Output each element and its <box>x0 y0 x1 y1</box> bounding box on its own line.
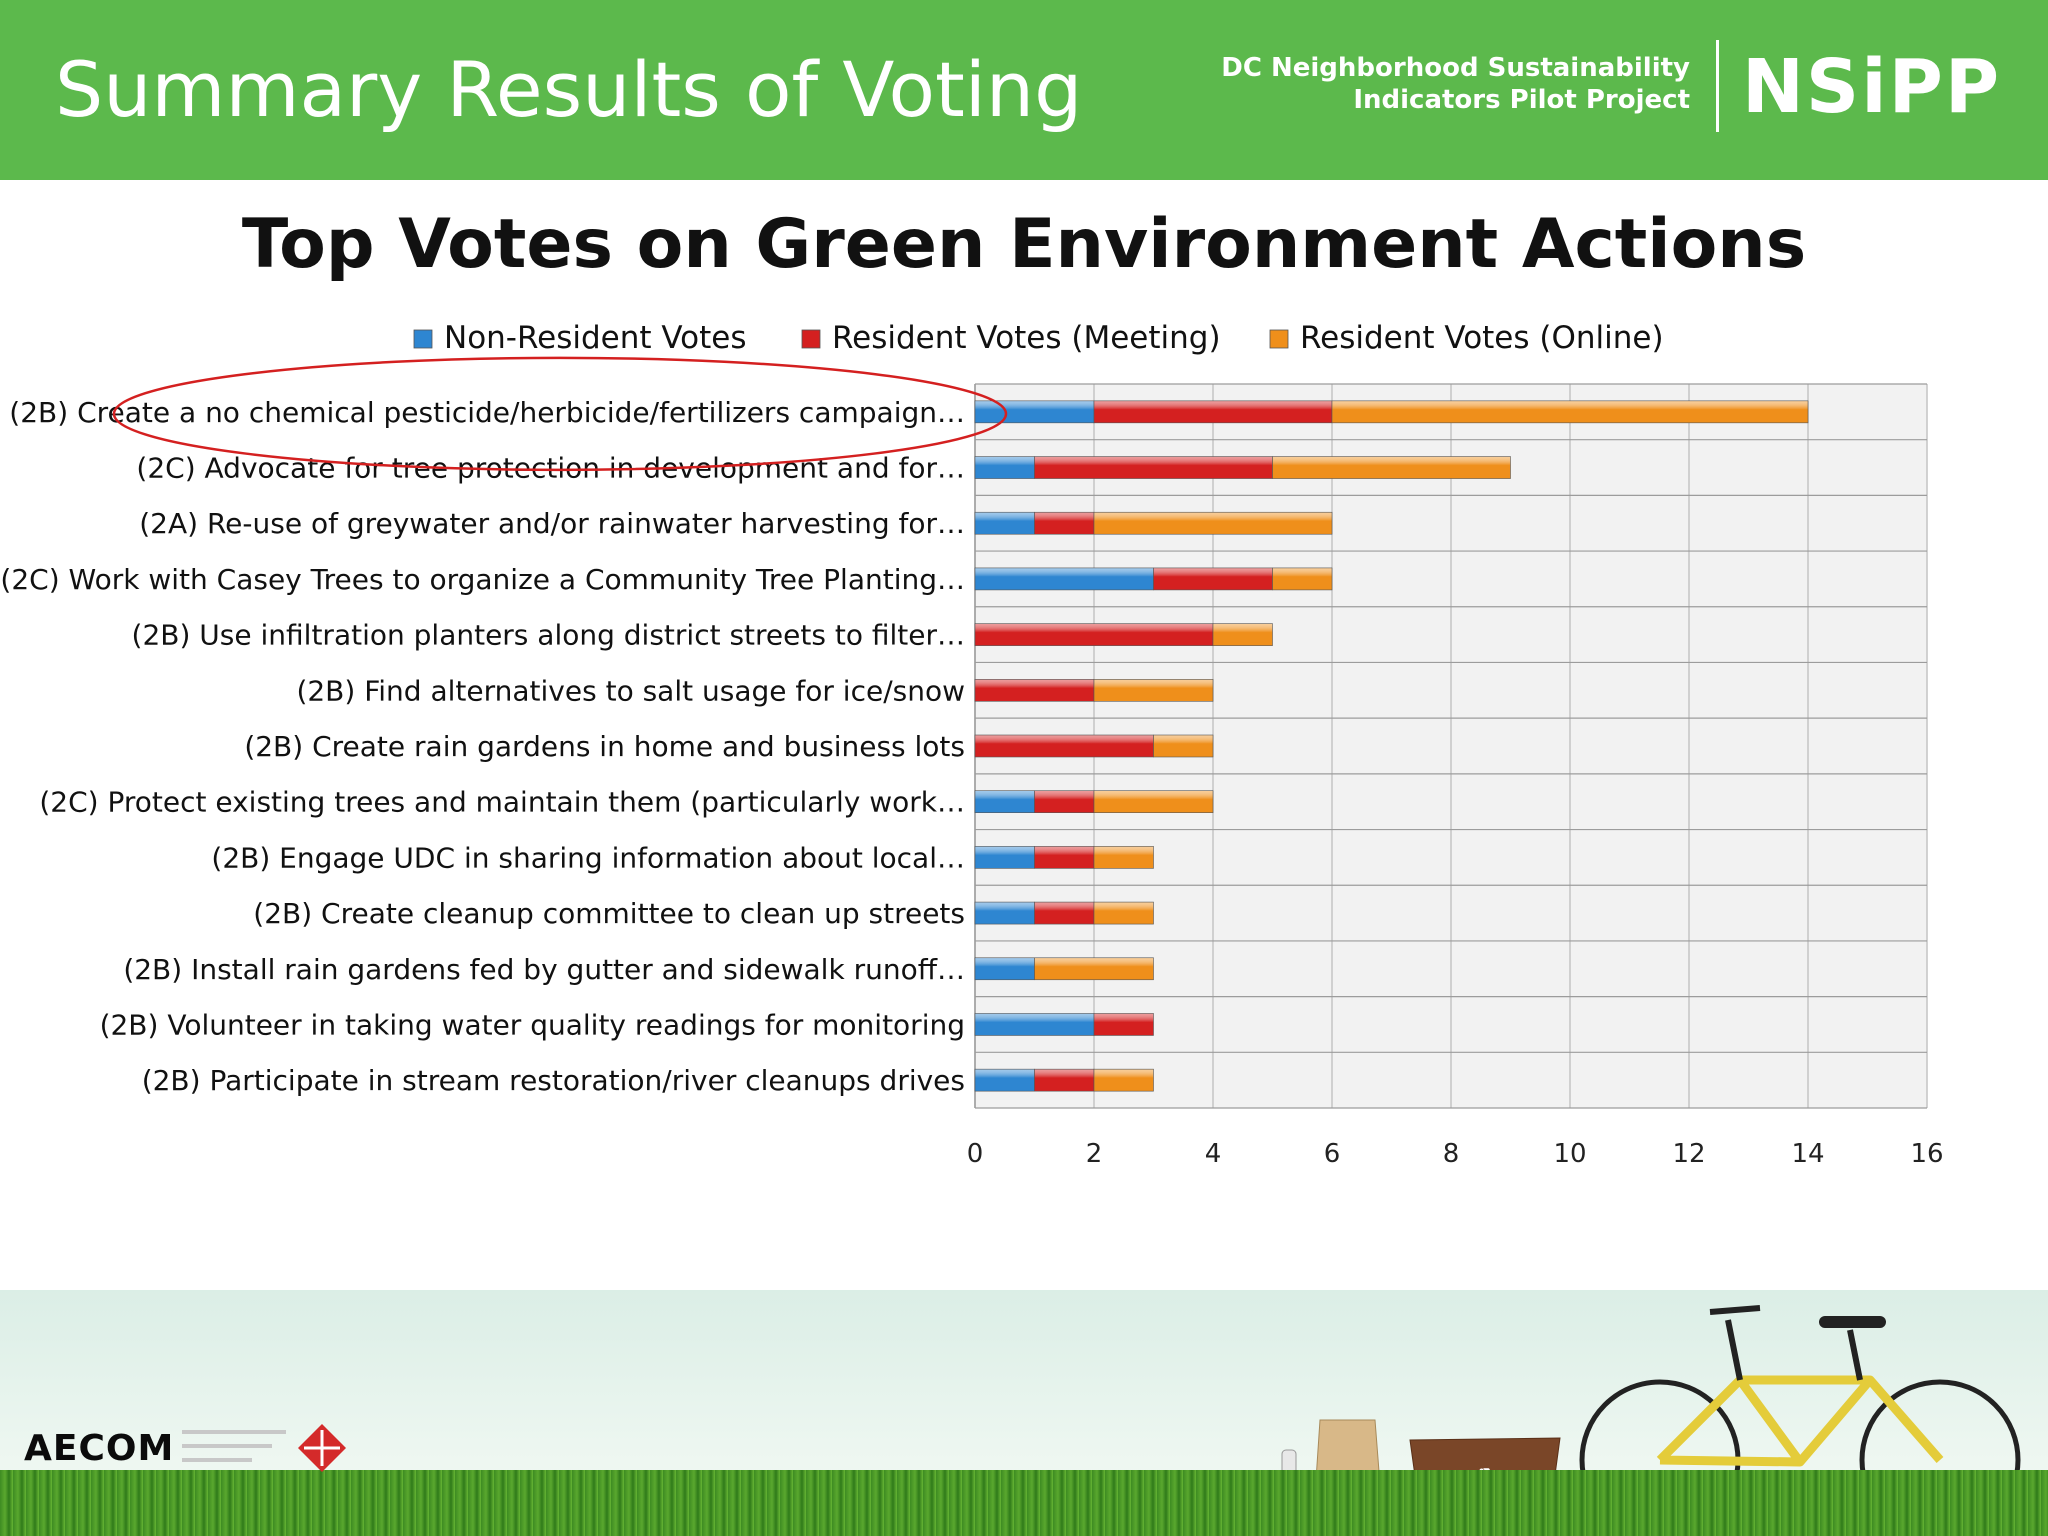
bicycle-icon <box>1579 1305 2021 1536</box>
dc-office-of-planning-logo <box>182 1424 346 1472</box>
category-label: (2B) Create cleanup committee to clean u… <box>253 897 965 930</box>
bar-segment-shine <box>974 623 1214 646</box>
bar-segment-shine <box>974 1013 1095 1036</box>
category-label: (2B) Create a no chemical pesticide/herb… <box>9 396 965 429</box>
bar-segment-shine <box>1093 679 1214 702</box>
legend-swatch <box>413 329 433 349</box>
bar-segment-shine <box>1093 511 1333 535</box>
bar-segment-shine <box>974 511 1035 535</box>
bar-segment-shine <box>1034 456 1273 479</box>
category-label: (2B) Engage UDC in sharing information a… <box>211 841 965 874</box>
x-tick-label: 4 <box>1205 1139 1222 1169</box>
x-tick-label: 0 <box>967 1139 984 1169</box>
category-label: (2C) Protect existing trees and maintain… <box>39 786 965 819</box>
category-label: (2C) Work with Casey Trees to organize a… <box>0 563 965 596</box>
x-tick-label: 16 <box>1910 1139 1943 1169</box>
bar-segment-shine <box>1153 567 1273 591</box>
bar-segment-shine <box>974 1068 1035 1092</box>
org-name: DC Neighborhood Sustainability Indicator… <box>1221 52 1690 116</box>
bar-segment-shine <box>1034 957 1154 981</box>
bar-segment-shine <box>974 846 1035 869</box>
x-tick-label: 10 <box>1553 1139 1586 1169</box>
bar-segment-shine <box>1034 511 1095 535</box>
header-divider <box>1716 40 1719 132</box>
bar-segment-shine <box>974 790 1035 813</box>
x-tick-label: 2 <box>1086 1139 1103 1169</box>
bar-segment-shine <box>1093 901 1154 925</box>
x-tick-label: 14 <box>1791 1139 1824 1169</box>
bar-segment-shine <box>1034 901 1095 925</box>
grass-border <box>0 1470 2048 1536</box>
bar-segment-shine <box>1093 846 1154 869</box>
aecom-logo: AECOM <box>24 1428 175 1469</box>
bar-segment-shine <box>974 901 1035 925</box>
bar-segment-shine <box>974 400 1095 424</box>
bar-segment-shine <box>1331 400 1809 424</box>
bar-segment-shine <box>974 679 1095 702</box>
legend-swatch <box>801 329 821 349</box>
bar-segment-shine <box>974 734 1154 758</box>
bar-chart: (2B) Create a no chemical pesticide/herb… <box>0 320 1943 1169</box>
header-bar: Summary Results of Voting DC Neighborhoo… <box>0 0 2048 180</box>
bar-segment-shine <box>1093 1068 1154 1092</box>
bar-segment-shine <box>974 567 1154 591</box>
x-tick-label: 12 <box>1672 1139 1705 1169</box>
category-label: (2B) Create rain gardens in home and bus… <box>244 730 965 763</box>
highlight-ellipse <box>112 356 1008 472</box>
bar-segment-shine <box>1093 400 1333 424</box>
bar-segment-shine <box>974 456 1035 479</box>
slide-title: Summary Results of Voting <box>55 45 1083 134</box>
legend-label: Resident Votes (Meeting) <box>832 320 1221 356</box>
bar-segment-shine <box>1034 790 1095 813</box>
nsipp-logo: NSiPP <box>1742 44 2002 130</box>
category-label: (2B) Participate in stream restoration/r… <box>142 1064 965 1097</box>
bar-segment-shine <box>1272 456 1511 479</box>
bar-segment-shine <box>1212 623 1273 646</box>
legend-label: Resident Votes (Online) <box>1300 320 1664 356</box>
bar-segment-shine <box>1272 567 1333 591</box>
category-label: (2B) Volunteer in taking water quality r… <box>100 1008 965 1041</box>
category-label: (2B) Use infiltration planters along dis… <box>132 619 965 652</box>
chart-title: Top Votes on Green Environment Actions <box>241 205 1807 284</box>
category-label: (2A) Re-use of greywater and/or rainwate… <box>139 507 965 540</box>
org-name-line-2: Indicators Pilot Project <box>1353 85 1690 115</box>
legend-label: Non-Resident Votes <box>444 320 747 356</box>
bar-segment-shine <box>1153 734 1214 758</box>
bar-segment-shine <box>974 957 1035 981</box>
x-tick-label: 6 <box>1324 1139 1341 1169</box>
legend-swatch <box>1269 329 1289 349</box>
category-label: (2B) Install rain gardens fed by gutter … <box>123 953 965 986</box>
bar-segment-shine <box>1093 790 1214 813</box>
x-tick-label: 8 <box>1443 1139 1460 1169</box>
bar-segment-shine <box>1034 1068 1095 1092</box>
category-label: (2B) Find alternatives to salt usage for… <box>296 674 965 707</box>
bar-segment-shine <box>1034 846 1095 869</box>
bar-segment-shine <box>1093 1013 1154 1036</box>
org-name-line-1: DC Neighborhood Sustainability <box>1221 53 1690 83</box>
